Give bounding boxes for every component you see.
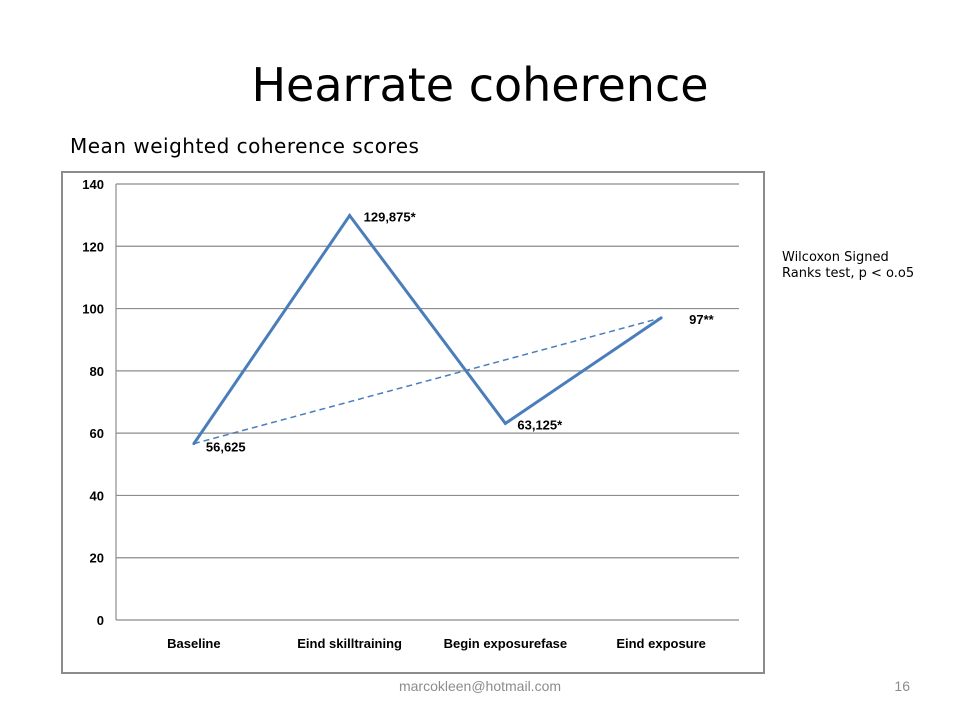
page-number: 16 [894,678,910,694]
data-point [348,214,352,218]
data-point [659,316,663,320]
data-label: 129,875* [364,210,417,225]
x-tick-label: Eind exposure [616,636,706,651]
y-tick-label: 100 [82,302,104,317]
y-tick-label: 120 [82,239,104,254]
trendline [193,317,662,445]
y-tick-label: 40 [90,488,104,503]
footer-email: marcokleen@hotmail.com [398,678,562,694]
x-tick-label: Baseline [167,636,220,651]
series-line [192,212,662,445]
y-tick-label: 60 [90,426,104,441]
data-label: 56,625 [206,440,246,455]
y-tick-label: 80 [90,364,104,379]
slide-title: Hearrate coherence [251,58,709,112]
x-tick-label: Begin exposurefase [444,636,568,651]
y-tick-label: 20 [90,551,104,566]
data-point [192,442,196,446]
data-point [503,421,507,425]
data-label: 97** [689,312,715,327]
x-tick-label: Eind skilltraining [297,636,402,651]
data-label: 63,125* [517,417,563,432]
statistical-test-note: Wilcoxon Signed Ranks test, p < o.o5 [782,250,915,281]
line-chart: 0 20 40 60 80 100 120 140 Baseline Eind skilltrai… [82,177,739,651]
chart-frame [61,171,765,674]
y-tick-label: 0 [97,613,104,628]
y-tick-label: 140 [82,177,104,192]
chart-subtitle: Mean weighted coherence scores [70,134,420,158]
